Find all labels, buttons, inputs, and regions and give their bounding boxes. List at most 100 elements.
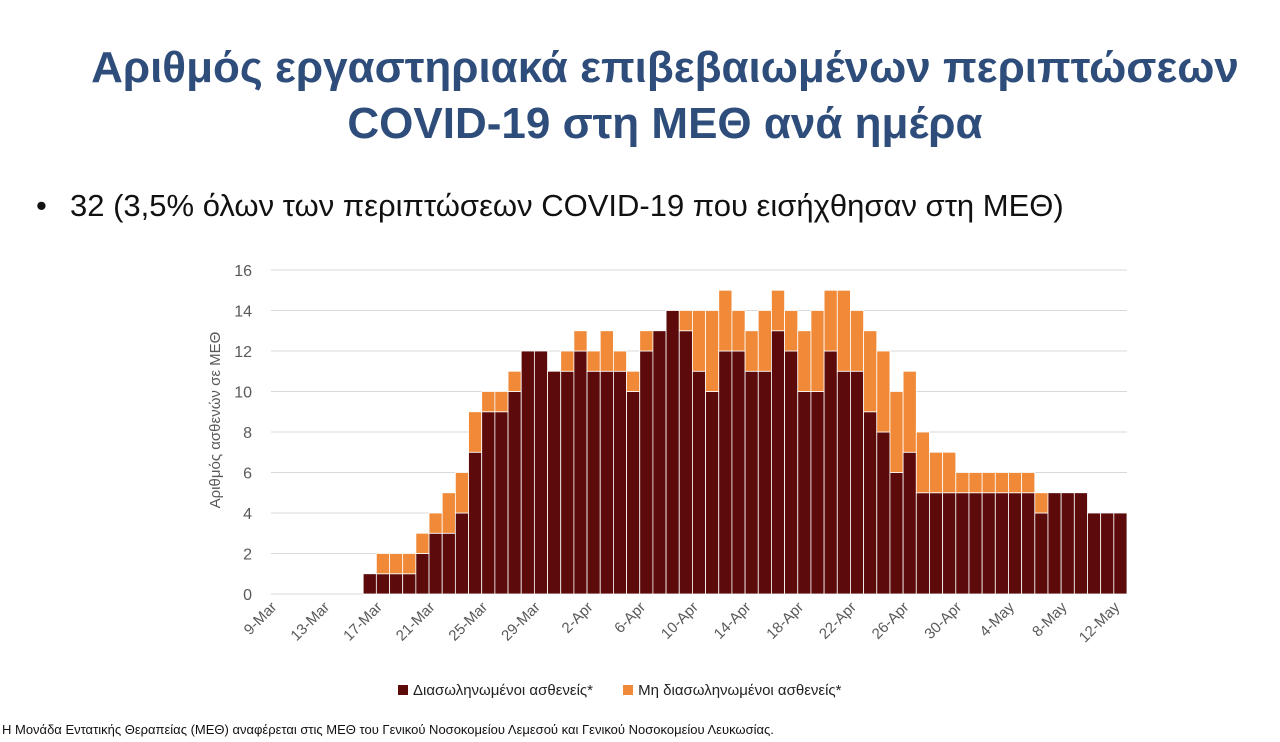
bar-intubated: [665, 310, 680, 595]
bar-non-intubated: [678, 310, 693, 332]
bar-intubated: [507, 391, 522, 595]
bar-non-intubated: [981, 472, 996, 494]
x-tick-label: 10-Apr: [658, 599, 702, 643]
bar-intubated: [1087, 512, 1102, 595]
bar-intubated: [929, 492, 944, 595]
bar-intubated: [520, 350, 535, 595]
bar-non-intubated: [626, 370, 641, 392]
bar-non-intubated: [784, 310, 799, 352]
bar-intubated: [428, 532, 443, 595]
bar-intubated: [810, 391, 825, 595]
x-tick-label: 25-Mar: [446, 599, 492, 645]
y-tick-label: 2: [243, 547, 252, 564]
bar-non-intubated: [415, 532, 430, 554]
bar-non-intubated: [968, 472, 983, 494]
bar-non-intubated: [915, 431, 930, 494]
bar-intubated: [468, 451, 483, 595]
x-tick-label: 14-Apr: [711, 599, 755, 643]
x-tick-label: 17-Mar: [340, 599, 386, 645]
bar-intubated: [889, 472, 904, 595]
bar-non-intubated: [705, 310, 720, 392]
bar-intubated: [863, 411, 878, 595]
bar-non-intubated: [955, 472, 970, 494]
bar-intubated: [1021, 492, 1036, 595]
bar-non-intubated: [692, 310, 706, 372]
bar-non-intubated: [612, 350, 627, 372]
x-tick-label: 26-Apr: [869, 599, 913, 643]
footnote: Η Μονάδα Εντατικής Θεραπείας (ΜΕΘ) αναφέ…: [2, 722, 774, 737]
page-title: Αριθμός εργαστηριακά επιβεβαιωμένων περι…: [60, 40, 1270, 152]
x-tick-label: 30-Apr: [921, 599, 965, 643]
bar-non-intubated: [1008, 472, 1023, 494]
bar-intubated: [599, 370, 614, 595]
bar-intubated: [494, 411, 509, 595]
bar-intubated: [1113, 512, 1128, 595]
legend-label-non-intubated: Μη διασωληνωμένοι ασθενείς*: [638, 682, 842, 699]
y-tick-label: 4: [243, 506, 252, 523]
bar-non-intubated: [402, 553, 417, 575]
y-tick-label: 14: [234, 304, 252, 321]
bar-intubated: [441, 532, 456, 595]
legend-item-non-intubated: Μη διασωληνωμένοι ασθενείς*: [623, 682, 841, 699]
bar-non-intubated: [889, 391, 904, 473]
bar-non-intubated: [599, 330, 614, 372]
bar-intubated: [639, 350, 654, 595]
bar-intubated: [718, 350, 733, 595]
x-tick-label: 2-Apr: [559, 599, 597, 637]
bar-non-intubated: [797, 330, 812, 392]
bar-non-intubated: [1021, 472, 1036, 494]
bar-non-intubated: [1034, 492, 1049, 514]
bar-intubated: [823, 350, 838, 595]
bar-non-intubated: [823, 289, 838, 352]
bar-intubated: [415, 553, 430, 595]
bar-intubated: [955, 492, 970, 595]
bar-non-intubated: [810, 310, 825, 392]
bar-intubated: [797, 391, 812, 595]
stacked-bar-chart: 0 2 4 6 8 10 12 14 16 9-Mar 13-Mar 17-Mar 21-Mar 25-M…: [207, 263, 1128, 646]
bar-intubated: [481, 411, 496, 595]
bar-intubated: [533, 350, 548, 595]
bar-intubated: [942, 492, 957, 595]
bar-intubated: [573, 350, 588, 595]
legend-item-intubated: Διασωληνωμένοι ασθενείς*: [398, 682, 593, 699]
bar-intubated: [1047, 492, 1062, 595]
bar-non-intubated: [573, 330, 588, 352]
bar-non-intubated: [639, 330, 654, 352]
bar-non-intubated: [731, 310, 746, 352]
bar-non-intubated: [902, 370, 917, 453]
bar-non-intubated: [586, 350, 601, 372]
y-axis-title: Αριθμός ασθενών σε ΜΕΘ: [207, 332, 224, 509]
bar-non-intubated: [468, 411, 483, 453]
bar-intubated: [1008, 492, 1023, 595]
bar-intubated: [375, 573, 390, 595]
bar-intubated: [915, 492, 930, 595]
y-tick-label: 0: [243, 587, 252, 604]
bar-intubated: [547, 370, 562, 595]
bar-intubated: [389, 573, 404, 595]
title-line-1: Αριθμός εργαστηριακά επιβεβαιωμένων περι…: [91, 43, 1239, 92]
bar-intubated: [1034, 512, 1049, 595]
summary-bullet: • 32 (3,5% όλων των περιπτώσεων COVID-19 …: [36, 188, 1064, 224]
x-tick-label: 21-Mar: [393, 599, 439, 645]
x-tick-label: 13-Mar: [287, 599, 333, 645]
bar-intubated: [771, 330, 786, 595]
bar-non-intubated: [744, 330, 759, 372]
bar-intubated: [612, 370, 627, 595]
summary-text: 32 (3,5% όλων των περιπτώσεων COVID-19 π…: [70, 188, 1064, 223]
bar-intubated: [731, 350, 746, 595]
bar-intubated: [757, 370, 772, 595]
chart-legend: Διασωληνωμένοι ασθενείς* Μη διασωληνωμέν…: [398, 682, 867, 699]
title-line-2: COVID-19 στη ΜΕΘ ανά ημέρα: [347, 99, 983, 148]
bar-intubated: [744, 370, 759, 595]
bar-intubated: [1073, 492, 1088, 595]
legend-label-intubated: Διασωληνωμένοι ασθενείς*: [413, 682, 593, 699]
x-tick-label: 4-May: [976, 598, 1018, 640]
bar-intubated: [876, 431, 891, 595]
bar-intubated: [586, 370, 601, 595]
x-tick-label: 8-May: [1029, 598, 1071, 640]
bar-intubated: [968, 492, 983, 595]
bar-intubated: [836, 370, 851, 595]
bar-intubated: [994, 492, 1009, 595]
bar-non-intubated: [863, 330, 878, 413]
bar-intubated: [626, 391, 641, 595]
